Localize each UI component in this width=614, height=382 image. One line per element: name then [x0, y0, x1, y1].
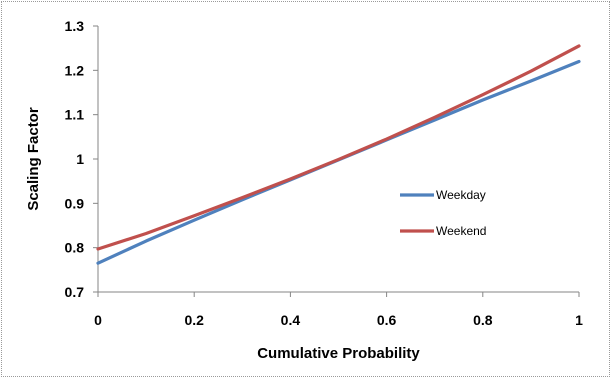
tick-labels: 0.7 0.8 0.9 1 1.1 1.2 1.3 0 0.2 0.4 0.6 0.8 1: [65, 18, 584, 328]
y-tick-label: 1.1: [65, 107, 85, 123]
y-axis-title: Scaling Factor: [25, 107, 42, 211]
y-tick-label: 1: [76, 151, 84, 167]
x-tick-label: 0.4: [281, 312, 301, 328]
y-tick-label: 0.9: [65, 195, 85, 211]
x-tick-label: 0: [94, 312, 102, 328]
x-axis-title: Cumulative Probability: [257, 345, 420, 362]
x-tick-label: 0.2: [184, 312, 204, 328]
chart-frame: 0.7 0.8 0.9 1 1.1 1.2 1.3 0 0.2 0.4 0.6 0.8 1 Weekda…: [1, 1, 610, 377]
series-lines: [96, 44, 581, 265]
legend-label-weekday: Weekday: [436, 188, 486, 202]
x-tick-label: 0.6: [377, 312, 397, 328]
series-line-weekday: [96, 59, 581, 265]
y-tick-label: 0.7: [65, 284, 85, 300]
legend: Weekday Weekend: [400, 188, 486, 238]
x-tick-label: 0.8: [473, 312, 493, 328]
x-tick-label: 1: [575, 312, 583, 328]
y-tick-label: 0.8: [65, 240, 85, 256]
series-line-weekend: [96, 44, 581, 251]
y-tick-label: 1.3: [65, 18, 85, 34]
legend-label-weekend: Weekend: [436, 224, 486, 238]
y-tick-label: 1.2: [65, 62, 85, 78]
